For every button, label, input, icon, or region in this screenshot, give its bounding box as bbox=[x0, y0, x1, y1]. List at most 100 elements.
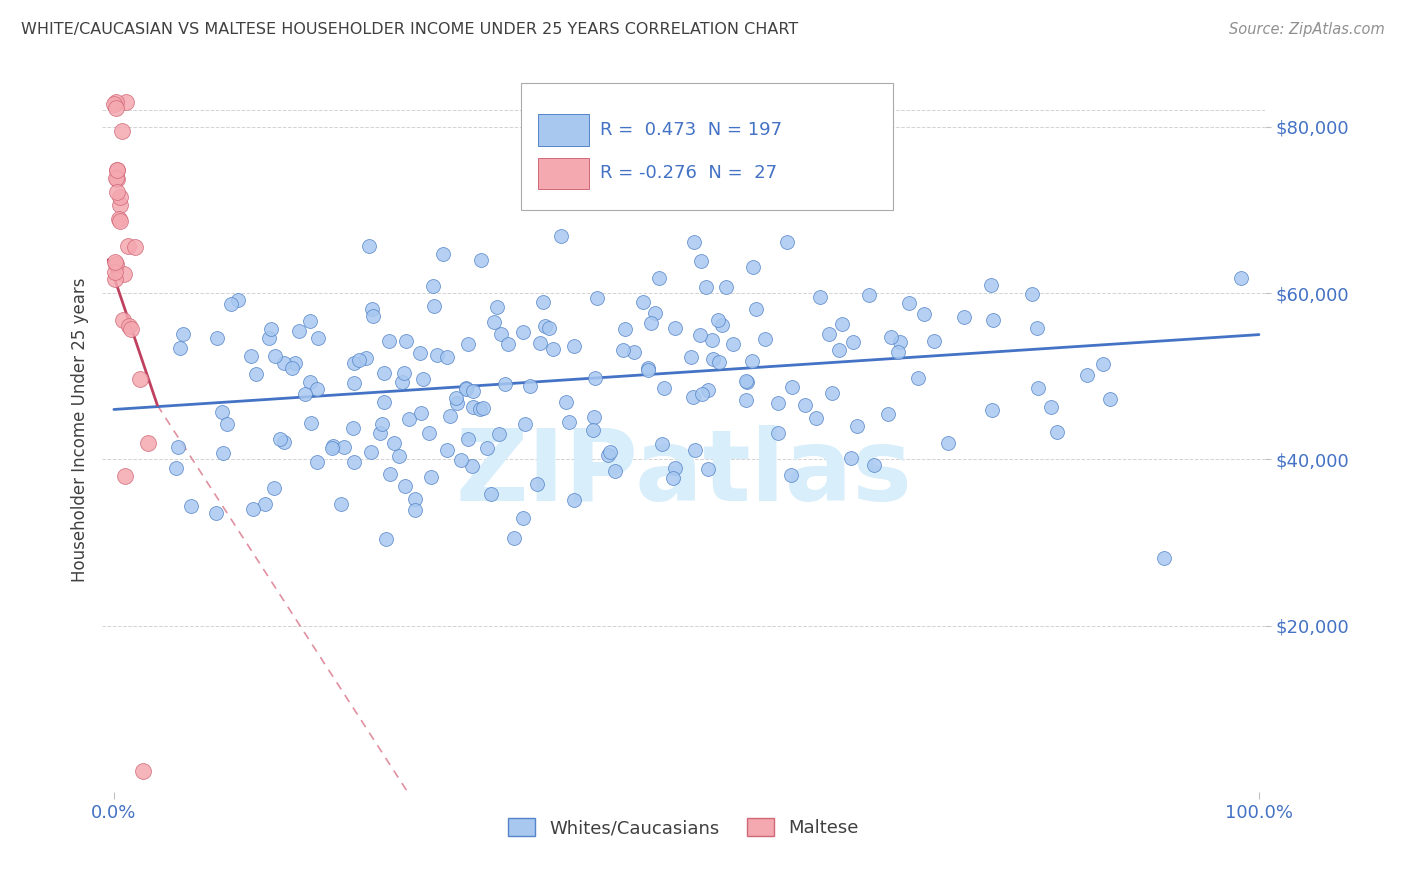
Point bbox=[582, 423, 605, 437]
Point bbox=[484, 315, 506, 329]
Point bbox=[333, 441, 356, 455]
Point bbox=[377, 334, 399, 348]
Point bbox=[169, 341, 191, 355]
Point bbox=[281, 360, 304, 375]
FancyBboxPatch shape bbox=[520, 83, 893, 210]
Point bbox=[105, 163, 128, 178]
Text: Source: ZipAtlas.com: Source: ZipAtlas.com bbox=[1229, 22, 1385, 37]
Point bbox=[446, 396, 468, 410]
Point bbox=[716, 280, 738, 294]
Point bbox=[689, 327, 711, 342]
Point bbox=[472, 401, 495, 415]
Point bbox=[391, 375, 413, 389]
Point bbox=[695, 280, 717, 294]
Point bbox=[124, 240, 146, 254]
Point bbox=[257, 331, 280, 345]
Point bbox=[404, 503, 426, 517]
Point bbox=[329, 497, 352, 511]
Point bbox=[564, 339, 586, 353]
FancyBboxPatch shape bbox=[538, 114, 589, 146]
Point bbox=[456, 383, 478, 397]
Point bbox=[412, 372, 434, 386]
Point bbox=[488, 427, 510, 442]
Y-axis label: Householder Income Under 25 years: Householder Income Under 25 years bbox=[72, 278, 89, 582]
Point bbox=[226, 293, 249, 308]
Point bbox=[489, 326, 512, 341]
Point bbox=[422, 299, 444, 313]
Point bbox=[534, 318, 557, 333]
Point bbox=[273, 435, 295, 450]
Point bbox=[245, 367, 267, 381]
Point bbox=[818, 326, 841, 341]
Point bbox=[371, 417, 394, 431]
Point bbox=[631, 295, 654, 310]
Point bbox=[432, 246, 454, 260]
Point bbox=[889, 335, 911, 350]
Point bbox=[679, 350, 702, 364]
Point bbox=[450, 453, 472, 467]
Point bbox=[426, 349, 449, 363]
Point bbox=[307, 331, 329, 345]
Point bbox=[253, 497, 276, 511]
Point bbox=[479, 487, 502, 501]
Point bbox=[612, 343, 634, 358]
Point bbox=[343, 454, 366, 468]
Text: R =  0.473  N = 197: R = 0.473 N = 197 bbox=[600, 120, 782, 138]
Point bbox=[887, 345, 910, 359]
Point bbox=[260, 322, 283, 336]
Point bbox=[111, 124, 134, 138]
Point bbox=[907, 371, 929, 385]
Point bbox=[557, 415, 579, 429]
Point bbox=[582, 409, 605, 424]
Point bbox=[342, 421, 364, 435]
Point bbox=[444, 391, 467, 405]
Point bbox=[555, 394, 578, 409]
Point bbox=[696, 383, 718, 397]
Point bbox=[439, 409, 461, 423]
Point bbox=[651, 437, 673, 451]
Point bbox=[980, 277, 1002, 292]
Point bbox=[652, 381, 675, 395]
Point bbox=[775, 235, 797, 250]
Point bbox=[637, 361, 659, 376]
Point bbox=[172, 326, 194, 341]
Point bbox=[936, 435, 959, 450]
Point bbox=[780, 380, 803, 394]
Point bbox=[108, 214, 131, 228]
Point bbox=[104, 257, 127, 271]
FancyBboxPatch shape bbox=[538, 158, 589, 189]
Point bbox=[664, 460, 686, 475]
Point bbox=[294, 387, 316, 401]
Point bbox=[105, 95, 128, 109]
Point bbox=[735, 375, 758, 389]
Point bbox=[105, 171, 128, 186]
Point bbox=[112, 313, 135, 327]
Point bbox=[104, 102, 127, 116]
Point bbox=[1153, 550, 1175, 565]
Point bbox=[395, 334, 418, 348]
Point bbox=[981, 313, 1004, 327]
Point bbox=[683, 442, 706, 457]
Point bbox=[288, 324, 311, 338]
Point bbox=[766, 425, 789, 440]
Point bbox=[734, 393, 756, 408]
Point bbox=[644, 306, 666, 320]
Point bbox=[436, 443, 458, 458]
Point bbox=[305, 382, 328, 396]
Point bbox=[496, 337, 519, 351]
Point bbox=[1040, 400, 1063, 414]
Point bbox=[710, 318, 733, 333]
Point bbox=[583, 371, 606, 385]
Point bbox=[526, 477, 548, 491]
Point bbox=[361, 301, 384, 316]
Point bbox=[363, 309, 385, 323]
Point bbox=[392, 366, 415, 380]
Point bbox=[707, 313, 730, 327]
Point bbox=[136, 435, 159, 450]
Point bbox=[735, 376, 758, 390]
Point bbox=[912, 307, 935, 321]
Point bbox=[107, 211, 129, 226]
Point bbox=[599, 445, 621, 459]
Point bbox=[114, 95, 136, 109]
Point bbox=[368, 425, 391, 440]
